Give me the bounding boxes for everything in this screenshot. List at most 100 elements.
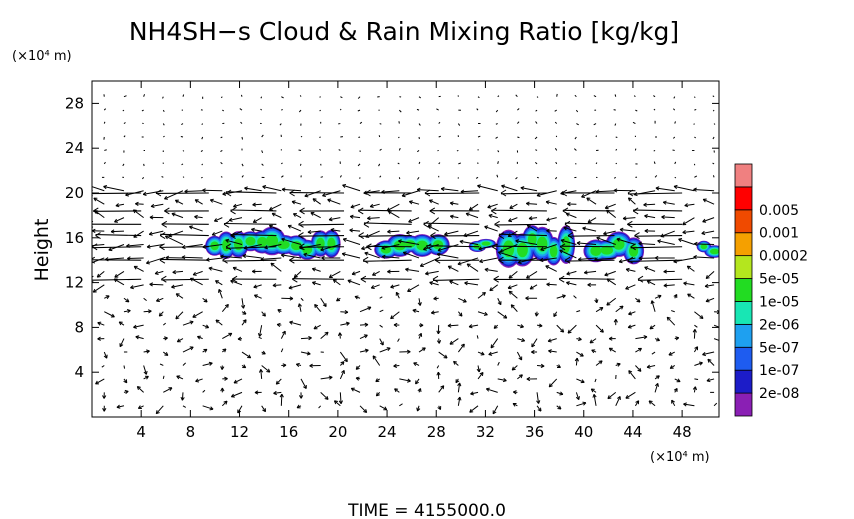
- wind-vector: [388, 210, 400, 219]
- wind-vector: [438, 162, 441, 165]
- wind-vector: [477, 365, 480, 373]
- cloud-contour: [612, 238, 625, 250]
- wind-vector-head: [349, 229, 353, 233]
- wind-vector: [241, 175, 244, 178]
- jet-vector-head: [159, 232, 166, 236]
- jet-vector: [424, 192, 480, 195]
- wind-vector: [359, 324, 369, 326]
- wind-vector-head: [698, 361, 703, 364]
- jet-vector: [423, 222, 480, 225]
- wind-vector-head: [281, 238, 285, 242]
- wind-vector-head: [464, 282, 468, 286]
- wind-vector-head: [706, 277, 710, 279]
- wind-vector: [149, 283, 164, 286]
- jet-vector: [630, 246, 683, 249]
- jet-vector-head: [562, 210, 569, 215]
- wind-vector: [531, 338, 538, 348]
- jet-vector-head: [159, 246, 165, 251]
- wind-vector: [693, 329, 696, 339]
- wind-vector-head: [521, 337, 526, 342]
- wind-vector-head: [644, 215, 648, 219]
- jet-vector: [92, 192, 142, 195]
- wind-vector-head: [453, 361, 456, 365]
- jet-vector: [491, 209, 547, 212]
- wind-vector-head: [683, 282, 687, 286]
- wind-vector: [143, 190, 164, 195]
- wind-vector: [615, 148, 618, 151]
- wind-vector: [516, 351, 523, 361]
- colorbar-swatch: [734, 255, 753, 279]
- wind-vector-head: [297, 303, 300, 308]
- wind-vector-head: [195, 380, 200, 383]
- wind-vector: [604, 270, 616, 276]
- jet-vector: [230, 233, 277, 237]
- wind-vector: [312, 198, 321, 205]
- wind-vector: [477, 351, 485, 356]
- wind-vector-head: [222, 348, 227, 351]
- wind-vector: [210, 199, 223, 205]
- jet-vector-head: [230, 207, 236, 212]
- wind-vector-head: [208, 267, 212, 271]
- wind-vector: [581, 190, 597, 198]
- wind-vector: [287, 225, 302, 232]
- wind-vector-head: [279, 393, 283, 398]
- wind-vector: [615, 396, 621, 407]
- wind-vector-head: [484, 226, 488, 230]
- wind-vector: [214, 217, 223, 222]
- wind-vector-head: [460, 312, 463, 317]
- wind-vector: [200, 150, 203, 152]
- jet-vector: [160, 233, 209, 237]
- wind-vector: [133, 324, 144, 328]
- wind-vector: [714, 311, 719, 313]
- wind-vector: [535, 109, 538, 112]
- wind-vector-head: [722, 327, 724, 330]
- wind-vector: [678, 238, 695, 245]
- wind-vector: [162, 109, 165, 112]
- wind-vector: [340, 96, 343, 99]
- wind-vector: [359, 405, 368, 413]
- wind-vector-head: [693, 256, 697, 260]
- wind-vector: [200, 176, 203, 179]
- wind-vector: [563, 227, 577, 232]
- wind-vector: [303, 253, 321, 259]
- wind-vector: [280, 330, 286, 339]
- wind-vector: [258, 336, 262, 340]
- wind-vector: [673, 185, 695, 192]
- wind-vector: [288, 284, 302, 289]
- wind-vector: [409, 201, 420, 205]
- wind-vector-head: [293, 213, 296, 217]
- wind-vector-head: [264, 247, 268, 250]
- wind-vector-head: [206, 324, 210, 328]
- wind-vector: [628, 197, 636, 205]
- jet-vector: [358, 235, 412, 237]
- wind-vector: [427, 217, 440, 227]
- jet-vector-head: [429, 207, 436, 212]
- wind-vector-head: [418, 332, 422, 336]
- wind-vector: [548, 378, 558, 388]
- wind-vector-head: [518, 262, 522, 265]
- wind-vector-head: [289, 296, 294, 300]
- jet-vector: [298, 223, 345, 226]
- wind-vector: [176, 375, 184, 380]
- wind-vector: [381, 190, 400, 193]
- wind-vector: [194, 199, 203, 205]
- wind-vector: [535, 149, 538, 151]
- wind-vector: [702, 351, 715, 356]
- wind-vector-head: [230, 280, 234, 284]
- y-tick-label: 8: [74, 318, 84, 336]
- wind-vector-head: [513, 391, 517, 395]
- cloud-contour: [527, 233, 537, 246]
- wind-vector: [653, 95, 656, 98]
- wind-vector: [517, 324, 524, 328]
- wind-vector: [661, 216, 675, 219]
- wind-vector: [222, 109, 225, 112]
- jet-vector-head: [493, 275, 499, 280]
- wind-vector-head: [304, 195, 309, 198]
- wind-vector-head: [447, 265, 451, 270]
- wind-vector: [476, 335, 479, 339]
- x-tick-label: 36: [525, 423, 544, 441]
- wind-vector-head: [488, 354, 493, 356]
- wind-vector: [95, 378, 105, 385]
- wind-vector-head: [159, 314, 163, 317]
- wind-vector-head: [663, 285, 668, 288]
